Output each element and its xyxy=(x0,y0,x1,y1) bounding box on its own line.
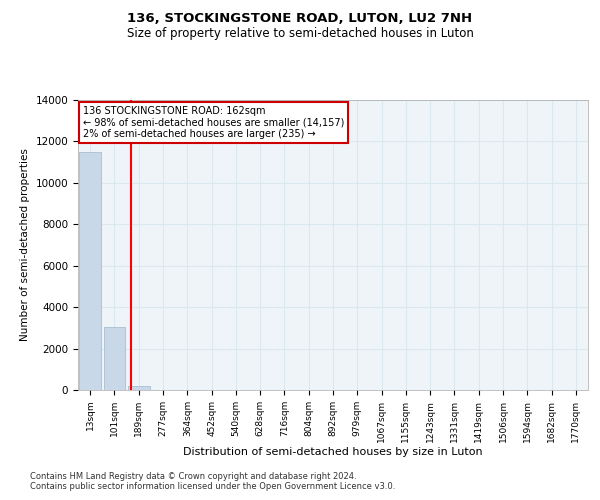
Bar xyxy=(79,152,101,390)
Bar xyxy=(104,327,125,390)
Y-axis label: Number of semi-detached properties: Number of semi-detached properties xyxy=(20,148,30,342)
Text: Contains HM Land Registry data © Crown copyright and database right 2024.: Contains HM Land Registry data © Crown c… xyxy=(30,472,356,481)
Text: 136 STOCKINGSTONE ROAD: 162sqm
← 98% of semi-detached houses are smaller (14,157: 136 STOCKINGSTONE ROAD: 162sqm ← 98% of … xyxy=(83,106,344,139)
Bar xyxy=(128,386,149,390)
Text: 136, STOCKINGSTONE ROAD, LUTON, LU2 7NH: 136, STOCKINGSTONE ROAD, LUTON, LU2 7NH xyxy=(127,12,473,26)
X-axis label: Distribution of semi-detached houses by size in Luton: Distribution of semi-detached houses by … xyxy=(183,448,483,458)
Text: Contains public sector information licensed under the Open Government Licence v3: Contains public sector information licen… xyxy=(30,482,395,491)
Text: Size of property relative to semi-detached houses in Luton: Size of property relative to semi-detach… xyxy=(127,28,473,40)
